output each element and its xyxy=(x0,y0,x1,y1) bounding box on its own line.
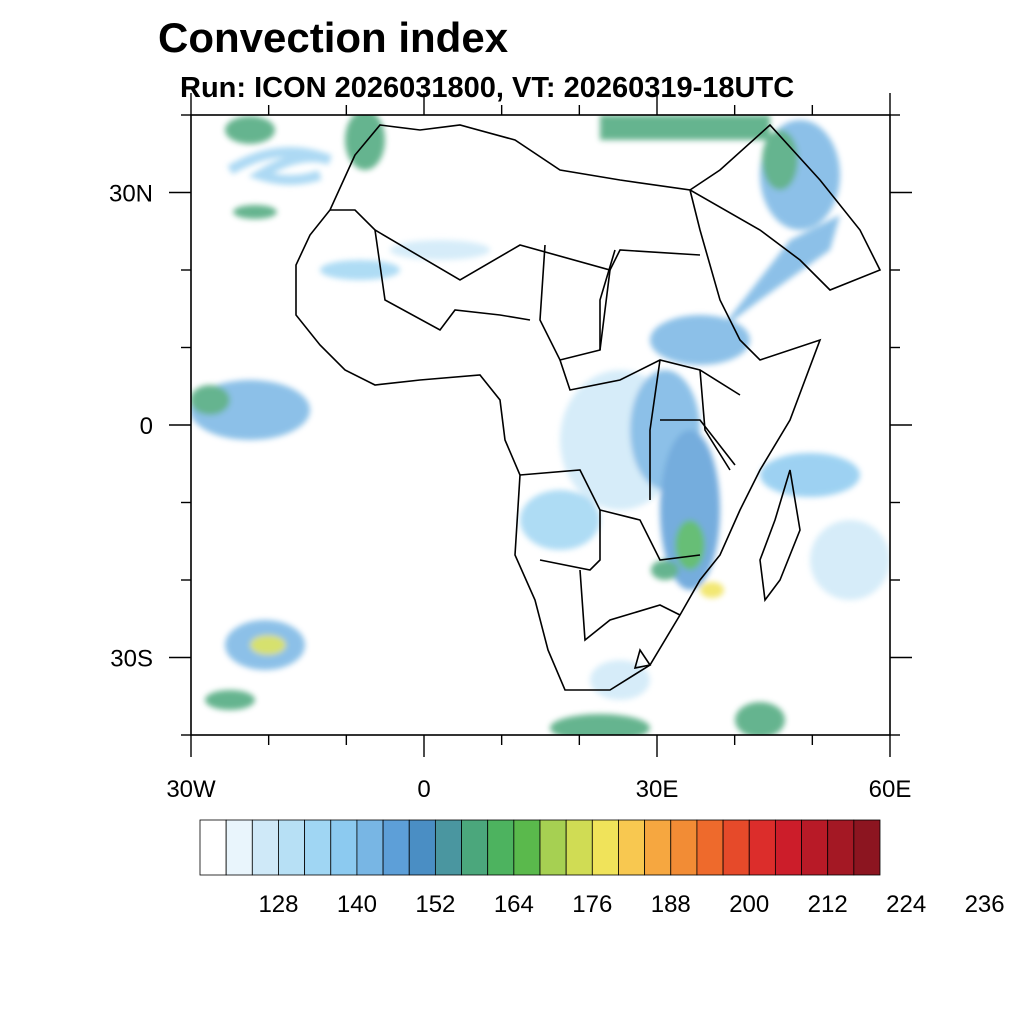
colorbar-swatch xyxy=(774,819,802,876)
colorbar-swatch xyxy=(382,819,410,876)
colorbar-swatch xyxy=(696,819,724,876)
lat-tick-label: 30S xyxy=(110,646,153,673)
colorbar-swatch xyxy=(278,819,306,876)
colorbar-swatch xyxy=(670,819,698,876)
colorbar-swatch xyxy=(199,819,227,876)
axis-ticks xyxy=(169,93,912,757)
colorbar-swatch xyxy=(827,819,855,876)
colorbar-swatch xyxy=(539,819,567,876)
colorbar-swatch xyxy=(618,819,646,876)
chart-subtitle: Run: ICON 2026031800, VT: 20260319-18UTC xyxy=(180,72,795,104)
colorbar-label: 200 xyxy=(729,891,769,918)
colorbar-swatch xyxy=(513,819,541,876)
lon-tick-label: 30W xyxy=(166,776,216,803)
colorbar-swatch xyxy=(487,819,515,876)
colorbar-swatch xyxy=(748,819,776,876)
lat-tick-label: 0 xyxy=(140,413,153,440)
lon-tick-label: 0 xyxy=(417,776,430,803)
lat-tick-label: 30N xyxy=(109,181,153,208)
colorbar-swatch xyxy=(434,819,462,876)
colorbar-swatch xyxy=(565,819,593,876)
colorbar-label: 140 xyxy=(337,891,377,918)
chart-title: Convection index xyxy=(158,14,509,61)
colorbar: 128 140 152 164 176 188 200 212 224 236 xyxy=(199,819,1005,918)
colorbar-swatch xyxy=(461,819,489,876)
colorbar-label: 128 xyxy=(258,891,298,918)
colorbar-swatch xyxy=(853,819,881,876)
colorbar-label: 188 xyxy=(651,891,691,918)
colorbar-swatch xyxy=(408,819,436,876)
colorbar-swatch xyxy=(225,819,253,876)
colorbar-label: 212 xyxy=(808,891,848,918)
colorbar-swatch xyxy=(801,819,829,876)
colorbar-swatch xyxy=(251,819,279,876)
colorbar-label: 224 xyxy=(886,891,926,918)
colorbar-swatch xyxy=(722,819,750,876)
axis-labels: 30N 0 30S 30W 0 30E 60E xyxy=(109,181,911,804)
coastlines xyxy=(295,123,882,691)
convection-field xyxy=(191,115,890,735)
colorbar-swatch xyxy=(304,819,332,876)
colorbar-label: 176 xyxy=(572,891,612,918)
colorbar-label: 152 xyxy=(415,891,455,918)
lon-tick-label: 60E xyxy=(869,776,912,803)
colorbar-swatch xyxy=(330,819,358,876)
colorbar-label: 236 xyxy=(965,891,1005,918)
colorbar-swatch xyxy=(591,819,619,876)
colorbar-swatch xyxy=(356,819,384,876)
lon-tick-label: 30E xyxy=(636,776,679,803)
colorbar-label: 164 xyxy=(494,891,534,918)
colorbar-swatch xyxy=(644,819,672,876)
